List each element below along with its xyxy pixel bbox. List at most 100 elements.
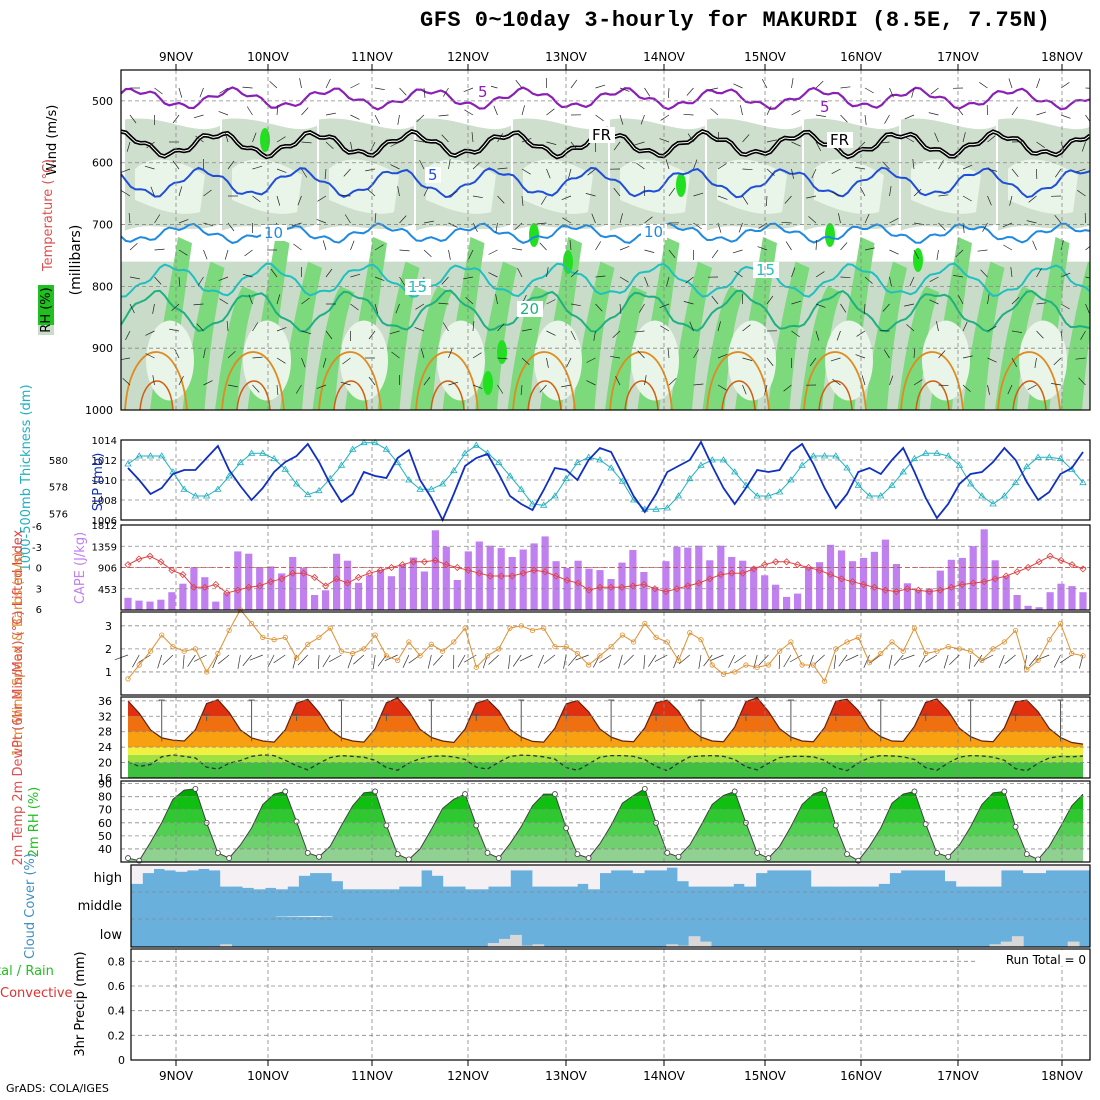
wind-barb xyxy=(174,348,180,359)
cloud-high-cell xyxy=(354,865,366,890)
lifted-index-point xyxy=(837,575,846,583)
wind-tick-label: 2 xyxy=(105,643,112,656)
wind-barb xyxy=(1053,357,1062,366)
cloud-low-cell xyxy=(1011,936,1024,947)
cloud-row-label-middle: middle xyxy=(78,899,122,914)
cloud-high-cell xyxy=(420,865,433,871)
lifted-index-point xyxy=(596,583,604,591)
isotherm-label-bg xyxy=(589,127,615,143)
date-label-top: 10NOV xyxy=(247,50,289,64)
wind-speed-point xyxy=(192,646,199,652)
precip-tick-label: 0.4 xyxy=(108,1005,126,1018)
wind-barb xyxy=(857,141,866,150)
wind-barb xyxy=(962,321,968,332)
wind-barb-10m xyxy=(537,654,545,669)
cloud-high-cell xyxy=(287,865,299,887)
cloud-low-cell xyxy=(487,943,500,947)
wind-speed-point xyxy=(507,625,513,631)
wind-barb-10m xyxy=(464,654,477,663)
isotherm-label-bg xyxy=(425,167,441,183)
wind-barb xyxy=(909,276,915,287)
wind-barb xyxy=(397,114,400,125)
wind-barb xyxy=(864,276,873,284)
cloud-high-cell xyxy=(186,865,199,871)
cloud-high-cell xyxy=(543,865,556,887)
rh-bright-spot xyxy=(676,173,686,197)
wind-barb-10m xyxy=(157,654,163,669)
lifted-index-point xyxy=(420,558,428,566)
cloud-high-cell xyxy=(956,865,968,887)
lifted-index-point xyxy=(772,558,780,566)
wind-barb-10m xyxy=(998,654,1005,669)
lifted-index-point xyxy=(464,566,472,574)
wind-barb xyxy=(125,330,131,341)
cape-bar xyxy=(212,601,220,610)
wind-barb xyxy=(178,186,183,197)
wind-speed-point xyxy=(136,662,142,668)
lifted-index-point xyxy=(1068,561,1076,569)
cloud-high-cell xyxy=(521,865,534,871)
lifted-index-point xyxy=(332,575,341,583)
wind-barb xyxy=(742,195,749,205)
cape-bar xyxy=(958,557,966,610)
wind-barb xyxy=(1078,377,1086,386)
thickness-point xyxy=(124,460,132,467)
cloud-high-cell xyxy=(432,865,444,876)
lifted-index-point xyxy=(925,588,933,596)
wind-barb xyxy=(570,269,579,278)
wind-barb xyxy=(246,106,253,116)
lifted-index-point xyxy=(223,589,231,597)
lifted-index-point xyxy=(848,578,857,586)
wind-speed-point xyxy=(462,625,468,631)
lifted-index-point xyxy=(717,571,725,579)
cloud-high-cell xyxy=(644,865,656,871)
wind-barb xyxy=(619,276,629,283)
wind-barb xyxy=(639,303,645,313)
wind-barb xyxy=(913,347,916,359)
rh-point xyxy=(844,851,850,858)
wind-barb xyxy=(536,222,547,225)
cape-bar xyxy=(695,545,703,610)
panel-thickness-frame xyxy=(120,439,1091,521)
wind-barb xyxy=(203,380,213,386)
wind-barb xyxy=(448,222,458,228)
wind-barb xyxy=(316,219,327,224)
thickness-point xyxy=(225,472,233,479)
wind-barb xyxy=(929,299,939,305)
precip-tick-label: 0.2 xyxy=(108,1029,126,1042)
wind-barb xyxy=(299,78,302,89)
wind-barb xyxy=(586,357,596,363)
wind-barb xyxy=(838,213,841,224)
wind-barb xyxy=(423,186,429,197)
thickness-point xyxy=(292,480,301,487)
rh-point xyxy=(945,853,952,860)
wind-barb xyxy=(591,213,596,224)
rh-pocket xyxy=(534,320,582,401)
wind-barb-10m xyxy=(648,654,657,667)
wind-barb xyxy=(693,192,704,197)
thickness-axis-title: 1000-500mb Thickness (dm) xyxy=(19,384,34,571)
wind-barb xyxy=(689,321,694,332)
cloud-high-cell xyxy=(978,865,991,887)
wind-barb xyxy=(146,141,155,149)
wind-barb xyxy=(889,276,892,287)
lifted-index-point xyxy=(179,571,187,579)
wind-barb xyxy=(859,187,866,197)
wind-barb xyxy=(416,114,425,123)
cloud-low-cell xyxy=(220,944,232,947)
rh-bright-spot xyxy=(529,223,539,247)
wind-barb xyxy=(1026,220,1037,224)
cape-bar xyxy=(881,539,889,610)
cloud-high-cell xyxy=(510,865,522,871)
wind-barb xyxy=(438,302,449,305)
wind-barb xyxy=(276,168,287,173)
wind-barb xyxy=(717,353,728,359)
lifted-index-point xyxy=(234,586,242,594)
wind-barb xyxy=(1085,114,1090,123)
wind-barb xyxy=(977,249,988,252)
wind-barb xyxy=(546,168,551,179)
date-label-top: 14NOV xyxy=(643,50,685,64)
wind-barb-10m xyxy=(1028,654,1039,667)
wind-speed-point xyxy=(529,627,536,634)
wind-barb-10m xyxy=(734,654,747,664)
